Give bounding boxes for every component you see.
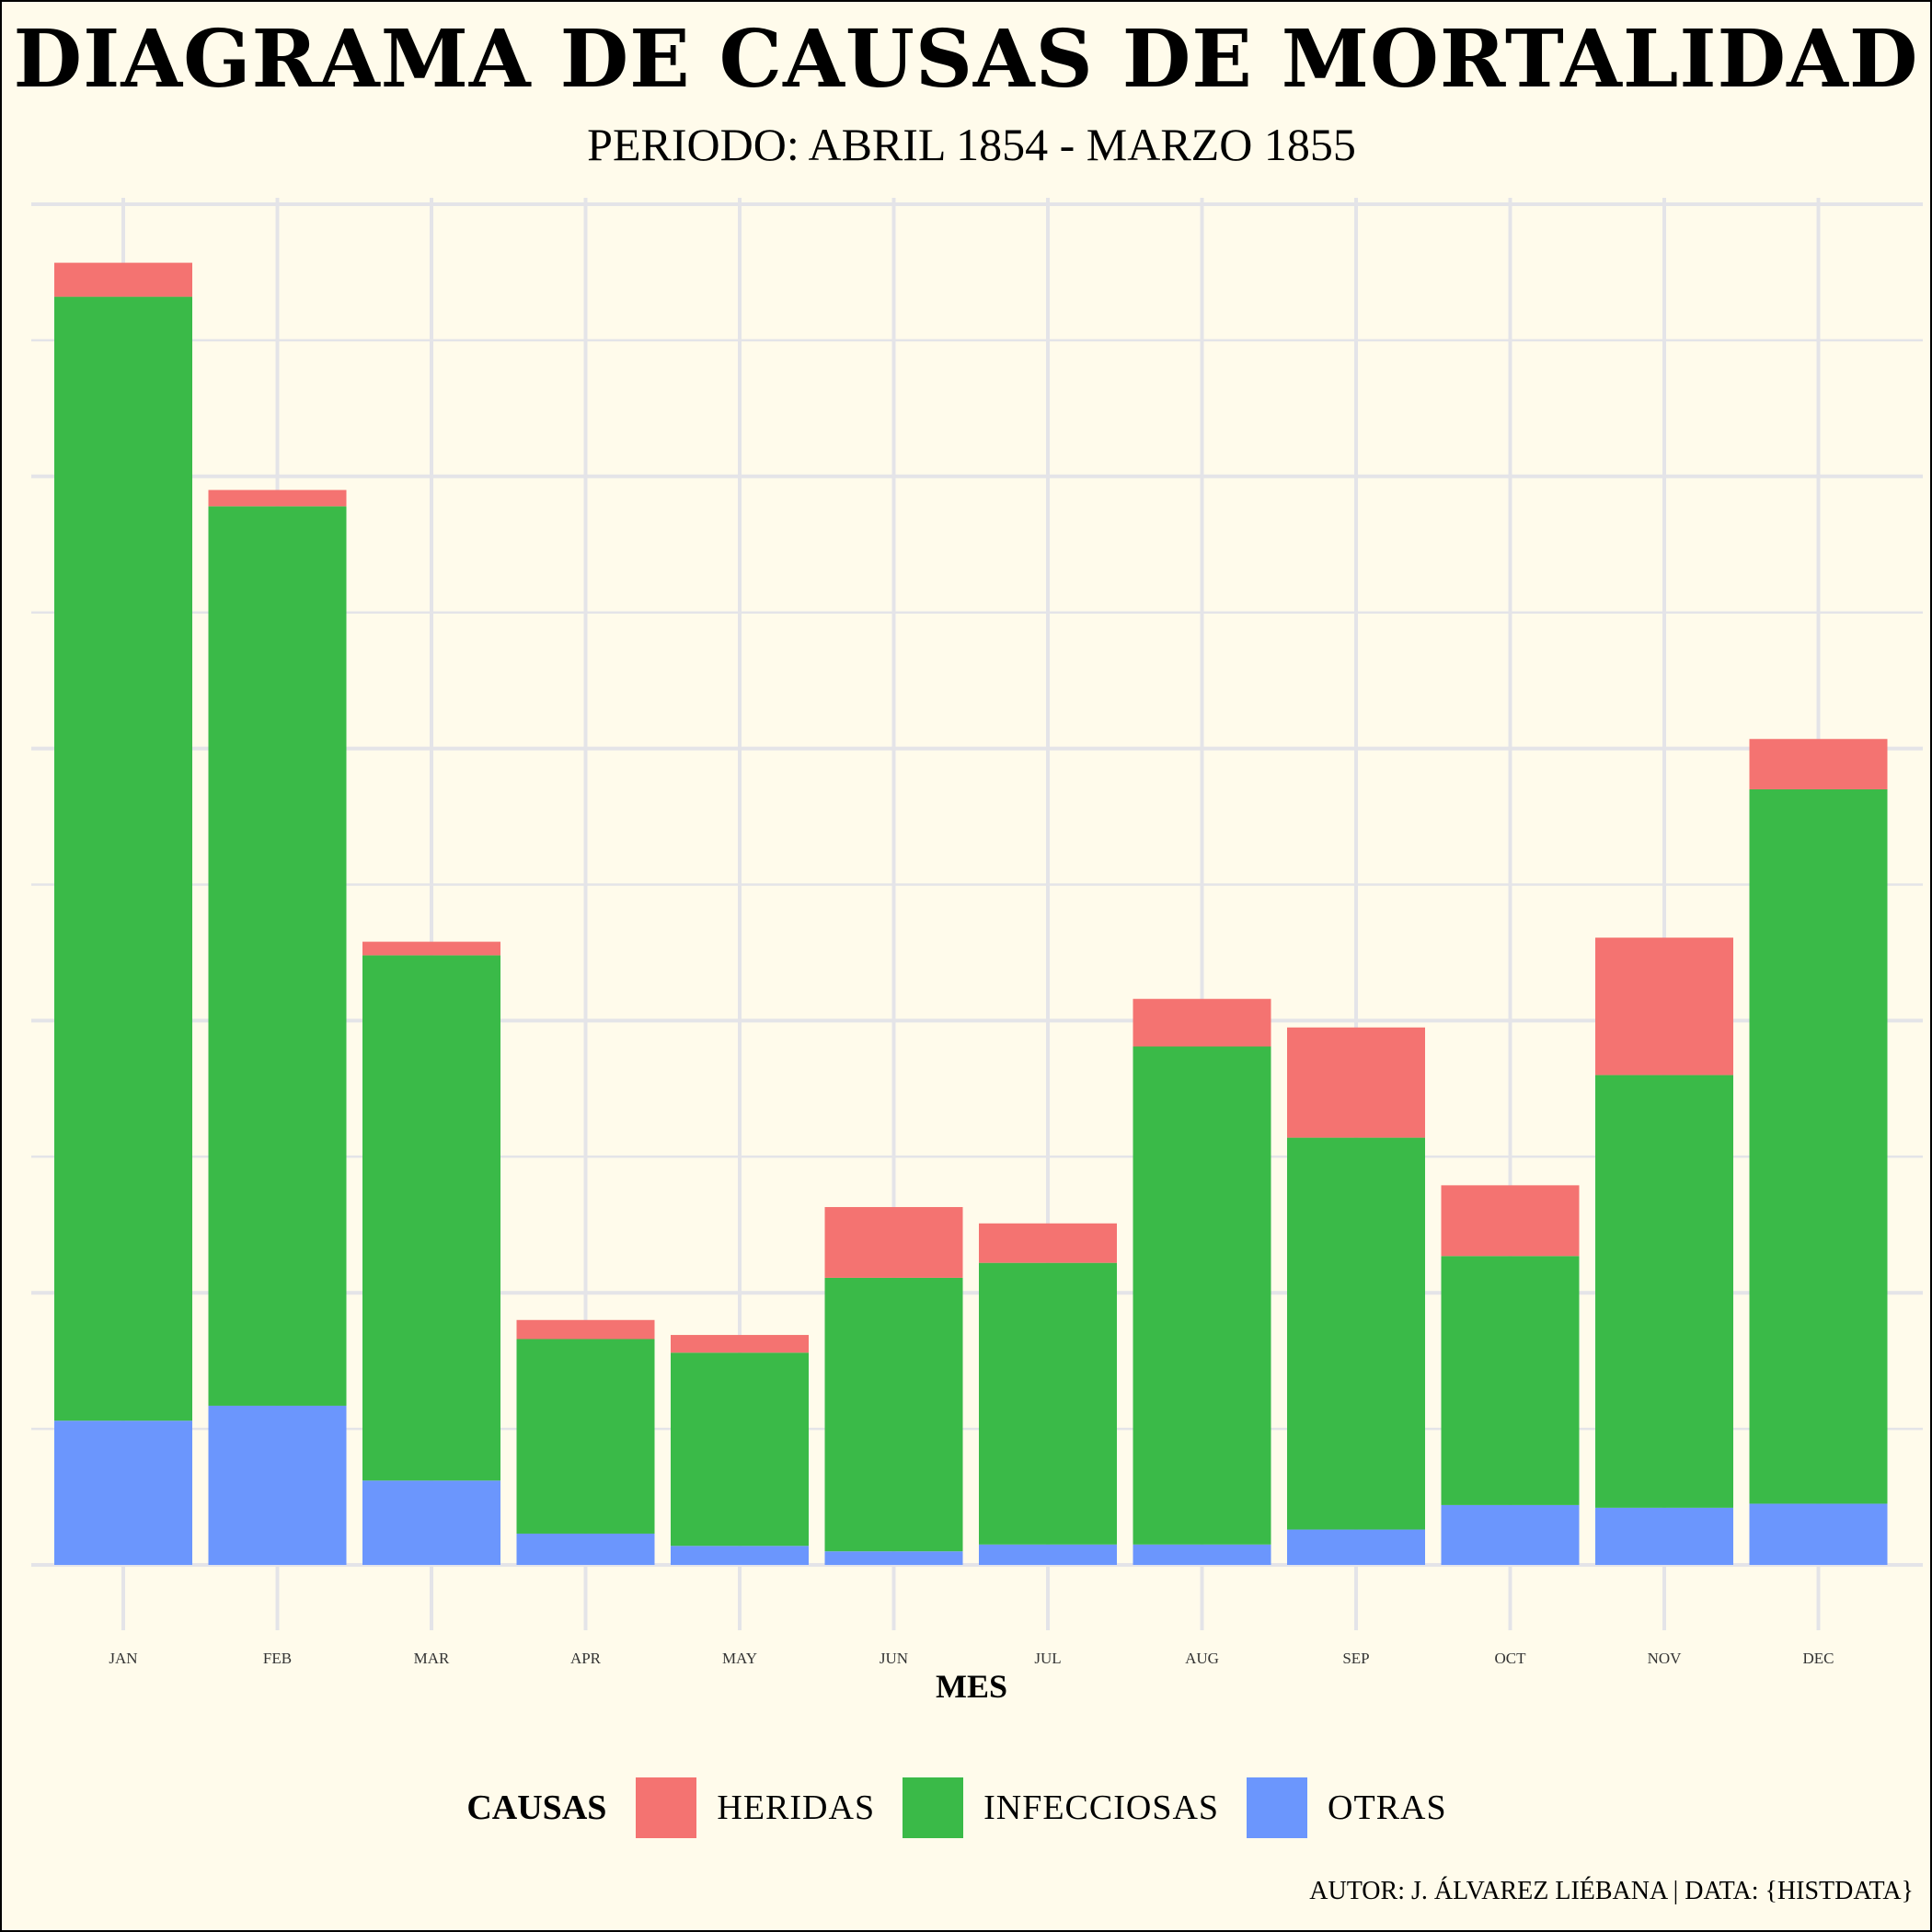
bar-heridas-jul (979, 1223, 1117, 1263)
bar-otras-jan (54, 1420, 192, 1565)
legend-title: CAUSAS (466, 1788, 607, 1827)
legend-label-heridas: HERIDAS (717, 1788, 876, 1827)
legend-label-otras: OTRAS (1328, 1788, 1447, 1827)
chart-title: DIAGRAMA DE CAUSAS DE MORTALIDAD (13, 13, 1919, 106)
bar-heridas-jun (824, 1207, 963, 1278)
bar-infecciosas-dec (1749, 788, 1888, 1504)
bar-infecciosas-nov (1595, 1075, 1733, 1508)
bars (54, 262, 1888, 1565)
bar-heridas-aug (1133, 998, 1271, 1047)
x-tick-label: JUN (880, 1650, 908, 1667)
bar-heridas-may (671, 1335, 809, 1353)
legend-label-infecciosas: INFECCIOSAS (983, 1788, 1220, 1827)
bar-heridas-sep (1287, 1027, 1425, 1138)
x-tick-label: MAY (722, 1650, 757, 1667)
legend-item-infecciosas: INFECCIOSAS (903, 1777, 1228, 1838)
bar-otras-may (671, 1546, 809, 1565)
bar-infecciosas-jun (824, 1277, 963, 1552)
bar-otras-apr (516, 1533, 655, 1565)
bar-otras-aug (1133, 1544, 1271, 1565)
x-tick-label: SEP (1342, 1650, 1369, 1667)
x-tick-label: FEB (263, 1650, 292, 1667)
x-axis-label: MES (935, 1668, 1007, 1705)
bar-heridas-feb (208, 489, 347, 507)
x-tick-label: MAR (414, 1650, 450, 1667)
bar-otras-feb (208, 1405, 347, 1565)
caption: AUTOR: J. ÁLVAREZ LIÉBANA | DATA: {HISTD… (1309, 1877, 1914, 1905)
legend: CAUSAS HERIDAS INFECCIOSAS OTRAS (0, 1776, 1932, 1840)
legend-swatch-heridas (636, 1777, 697, 1838)
bar-otras-oct (1441, 1504, 1580, 1565)
bar-heridas-mar (362, 941, 500, 956)
legend-swatch-otras (1247, 1777, 1308, 1838)
bar-infecciosas-oct (1441, 1256, 1580, 1505)
bar-otras-sep (1287, 1529, 1425, 1565)
bar-otras-dec (1749, 1503, 1888, 1565)
x-tick-label: JAN (109, 1650, 137, 1667)
legend-swatch-infecciosas (903, 1777, 964, 1838)
bar-infecciosas-feb (208, 506, 347, 1406)
bar-heridas-nov (1595, 937, 1733, 1075)
bar-infecciosas-aug (1133, 1046, 1271, 1545)
bar-otras-mar (362, 1480, 500, 1565)
bar-infecciosas-apr (516, 1339, 655, 1534)
chart-subtitle: PERIODO: ABRIL 1854 - MARZO 1855 (587, 119, 1356, 170)
x-tick-labels: JAN FEB MAR APR MAY JUN JUL AUG SEP OCT NOV DEC (109, 1650, 1834, 1667)
bar-heridas-dec (1749, 739, 1888, 789)
bar-infecciosas-sep (1287, 1137, 1425, 1530)
bar-infecciosas-mar (362, 955, 500, 1481)
bar-heridas-jan (54, 262, 192, 297)
bar-infecciosas-jul (979, 1262, 1117, 1545)
bar-infecciosas-may (671, 1352, 809, 1547)
legend-item-otras: OTRAS (1247, 1777, 1456, 1838)
x-tick-label: AUG (1185, 1650, 1219, 1667)
x-tick-label: APR (570, 1650, 602, 1667)
bar-infecciosas-jan (54, 296, 192, 1421)
x-tick-label: JUL (1034, 1650, 1061, 1667)
bar-otras-jun (824, 1551, 963, 1565)
x-tick-label: OCT (1495, 1650, 1527, 1667)
bar-heridas-apr (516, 1319, 655, 1340)
bar-otras-nov (1595, 1507, 1733, 1565)
x-tick-label: DEC (1803, 1650, 1834, 1667)
x-tick-label: NOV (1648, 1650, 1683, 1667)
legend-item-heridas: HERIDAS (636, 1777, 884, 1838)
bar-otras-jul (979, 1544, 1117, 1565)
bar-heridas-oct (1441, 1185, 1580, 1257)
